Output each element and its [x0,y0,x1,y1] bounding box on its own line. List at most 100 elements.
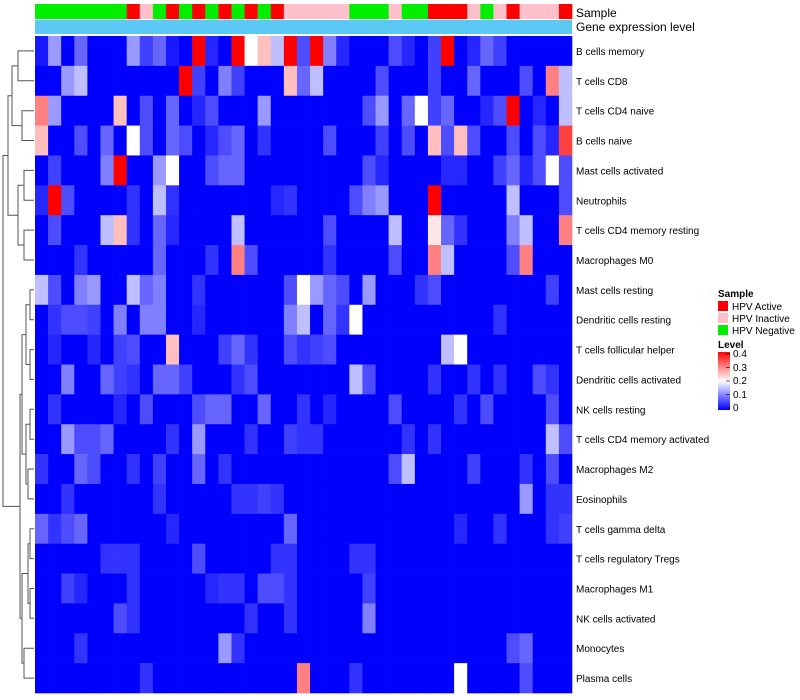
heatmap-cells [35,36,573,694]
heatmap-cell [205,155,219,186]
heatmap-cell [231,394,245,425]
heatmap-cell [87,274,101,306]
heatmap-cell [336,483,350,515]
heatmap-cell [336,454,350,485]
heatmap-cell [165,245,180,276]
heatmap-cell [349,95,363,126]
heatmap-cell [139,424,154,455]
heatmap-cell [414,274,429,306]
heatmap-cell [336,364,350,395]
heatmap-cell [480,95,494,126]
heatmap-cell [87,36,101,67]
heatmap-cell [139,483,154,515]
heatmap-cell [336,245,350,276]
heatmap-cell [296,573,311,604]
heatmap-cell [61,364,75,395]
heatmap-cell [454,364,468,395]
heatmap-cell [231,95,245,126]
dendrogram-branch [21,110,34,141]
heatmap-cell [427,483,442,515]
heatmap-cell [493,483,507,515]
heatmap-cell [205,95,219,126]
heatmap-cell [323,245,337,276]
heatmap-cell [467,364,481,395]
heatmap-cell [401,424,416,455]
heatmap-cell [336,125,350,156]
dendrogram-branch [29,289,34,321]
heatmap-cell [310,95,324,126]
heatmap-cell [218,155,232,186]
row-label: B cells naive [576,137,633,148]
heatmap-cell [467,215,481,246]
heatmap-cell [467,603,481,634]
heatmap-cell [74,603,88,634]
heatmap-cell [231,603,245,634]
heatmap-cell [519,454,534,485]
heatmap-cell [113,125,127,156]
heatmap-cell [100,663,114,694]
heatmap-cell [454,663,468,694]
heatmap-cell [414,185,429,216]
heatmap-cell [152,633,167,664]
heatmap-cell [35,543,49,574]
heatmap-cell [192,424,206,455]
heatmap-cell [414,215,429,246]
row-label: T cells CD4 memory activated [576,435,709,446]
heatmap-cell [362,125,376,156]
annotation-label-sample: Sample [576,6,617,20]
heatmap-cell [506,663,520,694]
heatmap-cell [480,663,494,694]
heatmap-cell [349,483,363,515]
heatmap-cell [87,364,101,395]
heatmap-cell [283,36,298,67]
heatmap-cell [270,245,285,276]
heatmap-cell [467,394,481,425]
heatmap-cell [179,424,193,455]
heatmap-cell [179,663,193,694]
heatmap-cell [218,663,232,694]
heatmap-cell [414,483,429,515]
heatmap-cell [205,513,219,544]
heatmap-cell [35,454,49,485]
heatmap-cell [558,513,573,544]
sample-annotation-cell [441,4,455,19]
heatmap-cell [336,274,350,306]
heatmap-cell [152,513,167,544]
heatmap-cell [441,334,455,365]
heatmap-cell [349,663,363,694]
heatmap-cell [244,424,258,455]
row-label: Macrophages M1 [576,584,654,595]
heatmap-cell [323,185,337,216]
heatmap-cell [257,603,272,634]
level-legend: Level 0.4 0.3 0.2 0.1 0 [718,340,747,414]
heatmap-cell [323,215,337,246]
heatmap-cell [257,663,272,694]
row-label: Dendritic cells activated [576,375,681,386]
sample-annotation-cell [414,4,429,19]
heatmap-cell [192,513,206,544]
heatmap-cell [296,424,311,455]
heatmap-cell [205,424,219,455]
heatmap-cell [231,36,245,67]
heatmap-cell [467,36,481,67]
heatmap-cell [545,304,560,335]
heatmap-cell [192,334,206,365]
heatmap-cell [61,633,75,664]
heatmap-cell [283,185,298,216]
heatmap-cell [532,155,547,186]
heatmap-cell [257,36,272,67]
dendrogram-branch [11,65,22,127]
heatmap-cell [388,334,403,365]
heatmap-cell [480,364,494,395]
heatmap-cell [519,125,534,156]
heatmap-cell [323,334,337,365]
heatmap-cell [231,334,245,365]
heatmap-cell [244,304,258,335]
heatmap-cell [441,95,455,126]
heatmap-cell [362,603,376,634]
heatmap-cell [532,573,547,604]
heatmap-cell [74,65,88,97]
sample-annotation-cell [467,4,481,19]
heatmap-cell [179,95,193,126]
heatmap-cell [401,245,416,276]
